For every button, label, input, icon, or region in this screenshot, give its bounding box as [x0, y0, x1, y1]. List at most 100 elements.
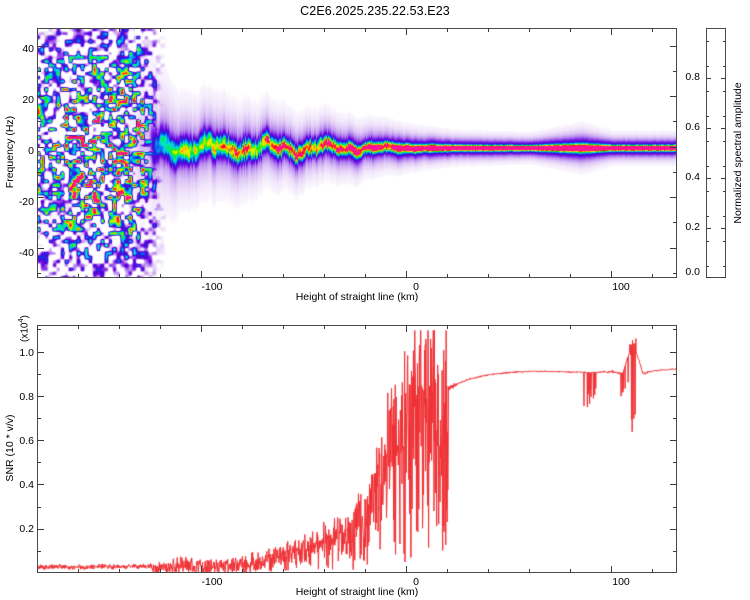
axis-tick [670, 46, 677, 47]
axis-tick [723, 216, 726, 217]
spectrogram-image [38, 29, 676, 277]
axis-tick [37, 352, 44, 353]
snr-xtick-m100: -100 [201, 576, 223, 588]
axis-tick [723, 241, 726, 242]
axis-tick [324, 325, 325, 329]
axis-tick [706, 178, 711, 179]
axis-tick [37, 462, 41, 463]
axis-tick [242, 325, 243, 329]
axis-tick [365, 274, 366, 278]
axis-tick [706, 191, 709, 192]
axis-tick [447, 28, 448, 32]
axis-tick [37, 529, 44, 530]
axis-tick [723, 141, 726, 142]
cbar-tick-0_4: 0.4 [685, 171, 700, 183]
axis-tick [652, 28, 653, 32]
axis-tick [706, 166, 709, 167]
axis-tick [324, 28, 325, 32]
axis-tick [670, 248, 677, 249]
axis-tick [706, 141, 709, 142]
axis-tick [706, 266, 709, 267]
axis-tick [78, 274, 79, 278]
axis-tick [670, 396, 677, 397]
axis-tick [611, 566, 612, 573]
axis-tick [673, 374, 677, 375]
axis-tick [160, 28, 161, 32]
axis-tick [652, 325, 653, 329]
axis-tick [723, 116, 726, 117]
axis-tick [242, 569, 243, 573]
snr-ytick-0_4: 0.4 [19, 479, 34, 491]
axis-tick [670, 147, 677, 148]
axis-tick [723, 266, 726, 267]
axis-tick [673, 172, 677, 173]
axis-tick [365, 569, 366, 573]
colorbar [706, 28, 726, 278]
axis-tick [670, 484, 677, 485]
axis-tick [365, 28, 366, 32]
axis-tick [670, 96, 677, 97]
axis-tick [37, 374, 41, 375]
snr-plot-area [37, 325, 677, 573]
spec-xtick-m100: -100 [201, 281, 223, 293]
axis-tick [201, 28, 202, 35]
axis-tick [723, 191, 726, 192]
axis-tick [706, 216, 709, 217]
axis-tick [652, 569, 653, 573]
axis-tick [611, 271, 612, 278]
axis-tick [673, 551, 677, 552]
axis-tick [37, 325, 38, 329]
axis-tick [529, 569, 530, 573]
axis-tick [723, 166, 726, 167]
spec-ytick-0: 0 [28, 145, 34, 157]
axis-tick [37, 28, 38, 32]
spec-ytick-m40: -40 [18, 247, 34, 259]
axis-tick [37, 248, 44, 249]
axis-tick [673, 418, 677, 419]
snr-yaxis-title-wrap: SNR (10 * v/v) [2, 325, 18, 573]
axis-tick [721, 228, 726, 229]
spec-ytick-40: 40 [22, 43, 34, 55]
axis-tick [37, 197, 44, 198]
axis-tick [670, 197, 677, 198]
axis-tick [37, 147, 44, 148]
axis-tick [673, 71, 677, 72]
axis-tick [37, 273, 41, 274]
axis-tick [611, 325, 612, 332]
axis-tick [673, 121, 677, 122]
axis-tick [706, 78, 711, 79]
axis-tick [37, 274, 38, 278]
snr-xtick-100: 100 [612, 576, 630, 588]
axis-tick [37, 329, 41, 330]
axis-tick [37, 484, 44, 485]
snr-mult-head: (x10 [19, 322, 31, 342]
spec-xtick-0: 0 [413, 281, 419, 293]
snr-trace-line [38, 326, 676, 572]
axis-tick [706, 228, 711, 229]
axis-tick [201, 325, 202, 332]
axis-tick [529, 274, 530, 278]
colorbar-gradient [707, 29, 725, 277]
axis-tick [673, 329, 677, 330]
axis-tick [283, 325, 284, 329]
axis-tick [37, 46, 44, 47]
axis-tick [488, 274, 489, 278]
axis-tick [242, 28, 243, 32]
axis-tick [119, 325, 120, 329]
axis-tick [37, 172, 41, 173]
spec-ytick-m20: -20 [18, 196, 34, 208]
axis-tick [119, 274, 120, 278]
axis-tick [721, 128, 726, 129]
axis-tick [670, 352, 677, 353]
axis-tick [447, 325, 448, 329]
spec-xtick-100: 100 [612, 281, 630, 293]
axis-tick [706, 66, 709, 67]
axis-tick [488, 325, 489, 329]
axis-tick [324, 274, 325, 278]
axis-tick [706, 241, 709, 242]
axis-tick [706, 277, 711, 278]
axis-tick [37, 551, 41, 552]
spec-yaxis-title: Frequency (Hz) [4, 115, 16, 189]
axis-tick [37, 96, 44, 97]
